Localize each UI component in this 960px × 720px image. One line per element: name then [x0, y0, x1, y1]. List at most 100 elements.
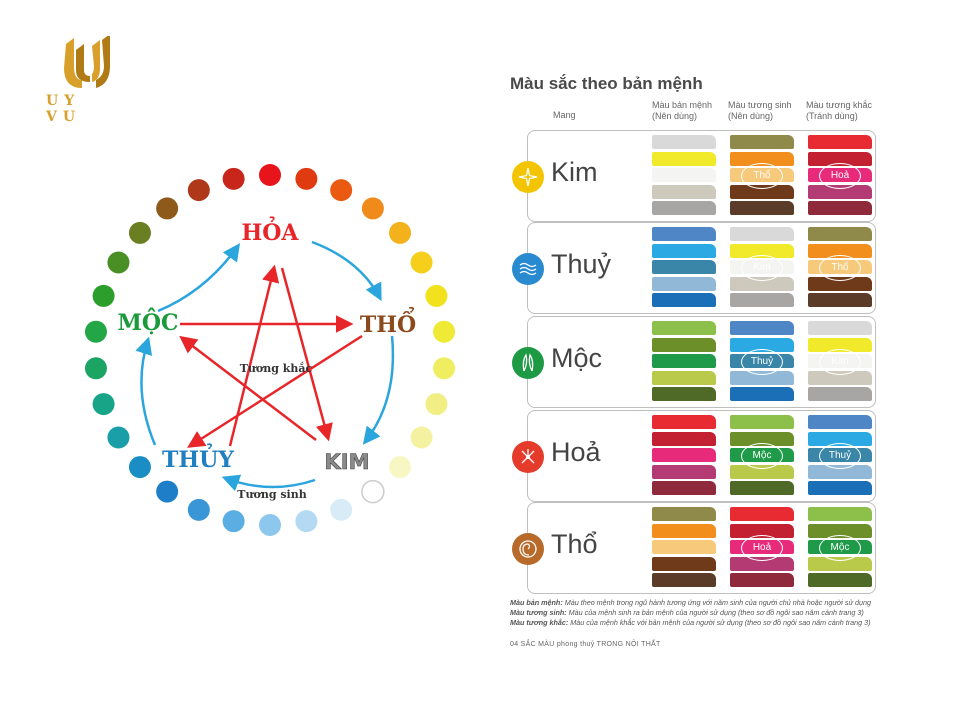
swatch-element-label: Hoả — [819, 163, 861, 189]
color-swatch — [652, 415, 716, 429]
logo-text: UY VU — [46, 93, 82, 125]
leaves-icon — [512, 347, 544, 379]
swatch-element-label: Mộc — [819, 535, 861, 561]
color-swatch — [652, 573, 716, 587]
color-swatch — [730, 415, 794, 429]
swatch-element-label: Hoả — [741, 535, 783, 561]
note-1: Màu bản mệnh: Màu theo mệnh trong ngũ hà… — [510, 598, 871, 607]
element-label-moc: MỘC — [117, 308, 178, 336]
swatch-column-col1 — [652, 227, 716, 309]
element-label-hoa: HỎA — [241, 216, 299, 246]
element-row-0: Kim Thổ Hoả — [512, 130, 876, 222]
color-swatch — [730, 523, 794, 538]
color-swatch — [652, 184, 716, 199]
swatch-element-label: Thổ — [819, 255, 861, 281]
color-swatch — [652, 464, 716, 479]
color-dot — [295, 167, 318, 190]
color-swatch — [652, 135, 716, 149]
swatch-column-col3: Kim — [808, 321, 872, 403]
swatch-element-label: Mộc — [741, 443, 783, 469]
header-col2: Màu tương sinh (Nên dùng) — [728, 100, 792, 121]
color-swatch — [652, 276, 716, 291]
element-row-1: Thuỷ Kim Thổ — [512, 222, 876, 314]
swatch-column-col1 — [652, 321, 716, 403]
color-dot — [156, 480, 179, 503]
color-swatch — [808, 507, 872, 521]
color-swatch — [652, 431, 716, 446]
color-swatch — [730, 184, 794, 199]
color-dot — [361, 197, 384, 220]
element-name: Thổ — [551, 529, 598, 559]
color-swatch — [652, 540, 716, 554]
color-dot — [92, 393, 115, 416]
color-swatch — [808, 293, 872, 307]
color-swatch — [808, 201, 872, 215]
color-dot — [410, 251, 433, 274]
color-dot — [107, 426, 130, 449]
swatch-column-col3: Mộc — [808, 507, 872, 589]
swatch-element-label: Kim — [741, 255, 783, 281]
color-dot — [259, 164, 281, 186]
color-swatch — [730, 556, 794, 571]
color-swatch — [652, 337, 716, 352]
color-swatch — [730, 337, 794, 352]
color-swatch — [808, 184, 872, 199]
header-col1: Màu bản mệnh (Nên dùng) — [652, 100, 713, 121]
color-swatch — [808, 276, 872, 291]
color-swatch — [730, 464, 794, 479]
color-swatch — [808, 523, 872, 538]
color-swatch — [808, 415, 872, 429]
page-footer: 04 SẮC MÀU phong thuỷ TRONG NỘI THẤT — [510, 641, 661, 648]
color-swatch — [730, 227, 794, 241]
color-swatch — [652, 151, 716, 166]
color-swatch — [730, 387, 794, 401]
color-swatch — [730, 573, 794, 587]
color-swatch — [808, 573, 872, 587]
color-swatch — [652, 481, 716, 495]
color-dot — [187, 498, 210, 521]
color-dot — [330, 498, 353, 521]
color-dot — [410, 426, 433, 449]
fire-icon — [512, 441, 544, 473]
element-label-kim: KIM — [325, 450, 370, 474]
color-swatch — [652, 227, 716, 241]
color-dot — [295, 510, 318, 533]
swatch-column-col3: Hoả — [808, 135, 872, 217]
color-dot — [84, 320, 107, 343]
color-swatch — [652, 201, 716, 215]
color-dot — [433, 320, 456, 343]
color-by-element-panel: Màu sắc theo bản mệnh Mang Màu bản mệnh(… — [505, 70, 905, 670]
header-col3: Màu tương khắc (Tránh dùng) — [806, 100, 872, 121]
color-swatch — [808, 321, 872, 335]
color-swatch — [808, 151, 872, 166]
color-dot — [361, 479, 385, 504]
notes: Màu bản mệnh: Màu theo mệnh trong ngũ hà… — [510, 598, 905, 628]
color-dot — [107, 251, 130, 274]
controlling-star-arrows — [179, 264, 363, 448]
swatch-column-col2: Thuỷ — [730, 321, 794, 403]
element-label-thuy: THỦY — [162, 443, 234, 473]
color-dot — [92, 284, 115, 307]
color-dot-ring — [84, 164, 456, 536]
color-swatch — [652, 354, 716, 368]
color-dot — [222, 167, 245, 190]
color-swatch — [808, 556, 872, 571]
swatch-column-col1 — [652, 135, 716, 217]
color-swatch — [730, 370, 794, 385]
swatch-column-col1 — [652, 507, 716, 589]
color-swatch — [730, 135, 794, 149]
color-dot — [425, 284, 448, 307]
five-elements-wheel: HỎA THỔ KIM THỦY MỘC Tương khắc Tương si… — [84, 164, 456, 536]
panel-title: Màu sắc theo bản mệnh — [510, 74, 703, 93]
swatch-column-col2: Mộc — [730, 415, 794, 497]
color-swatch — [652, 448, 716, 462]
swatch-column-col2: Kim — [730, 227, 794, 309]
element-label-tho: THỔ — [360, 306, 416, 338]
element-name: Mộc — [551, 343, 603, 373]
color-swatch — [808, 227, 872, 241]
color-swatch — [652, 387, 716, 401]
color-dot — [259, 514, 281, 536]
swatch-element-label: Kim — [819, 349, 861, 375]
sparkle-icon — [512, 161, 544, 193]
color-swatch — [652, 556, 716, 571]
